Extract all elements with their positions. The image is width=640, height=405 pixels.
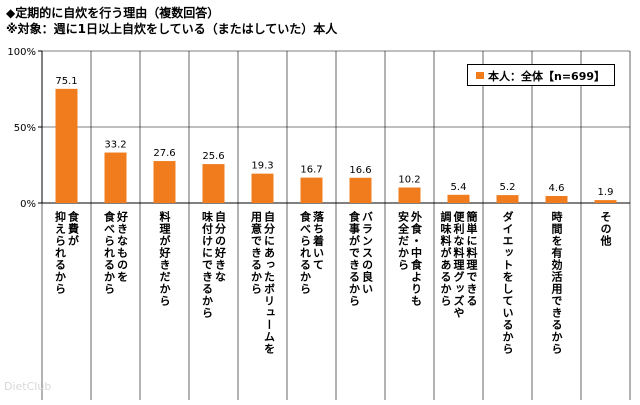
category-label: 抑えられるから bbox=[54, 210, 67, 295]
chart-title: ◆定期的に自炊を行う理由（複数回答） bbox=[6, 6, 220, 20]
category-label: 味付けにできるから bbox=[201, 210, 214, 319]
bar-value-label: 16.7 bbox=[300, 165, 322, 176]
bar bbox=[398, 187, 421, 203]
bar bbox=[594, 200, 617, 203]
category-label: 用意できるから bbox=[250, 211, 263, 295]
bar-value-label: 1.9 bbox=[598, 187, 614, 198]
category-label: 安全だから bbox=[397, 210, 411, 271]
category-label: 食べられるから bbox=[103, 210, 116, 295]
category-label: 料理が好きだから bbox=[158, 210, 172, 307]
bar-value-label: 5.2 bbox=[500, 182, 516, 193]
legend: 本人：全体【n=699】 bbox=[467, 64, 615, 86]
bar-value-label: 33.2 bbox=[104, 140, 126, 151]
bar bbox=[104, 152, 127, 203]
bar bbox=[202, 164, 225, 203]
category-label: 落ち着いて bbox=[312, 210, 326, 271]
watermark: DietClub bbox=[4, 380, 52, 393]
legend-label: 本人：全体【n=699】 bbox=[488, 70, 606, 83]
category-label: 食費が bbox=[67, 210, 81, 247]
bar bbox=[496, 195, 519, 203]
category-label: 時間を有効活用できるから bbox=[550, 210, 563, 355]
bar-value-label: 5.4 bbox=[451, 182, 467, 193]
bar bbox=[545, 196, 568, 203]
bar bbox=[300, 177, 323, 203]
y-tick-label: 100% bbox=[7, 47, 36, 58]
category-label: 外食・中食よりも bbox=[410, 210, 424, 307]
bar-value-label: 4.6 bbox=[549, 183, 565, 194]
bar-value-label: 16.6 bbox=[349, 165, 371, 176]
bar bbox=[55, 88, 78, 203]
bar bbox=[251, 173, 274, 203]
category-label: 好きなものを bbox=[116, 210, 130, 283]
category-label: 調味料があるから bbox=[439, 210, 452, 307]
bar-value-label: 25.6 bbox=[202, 151, 224, 162]
bar-value-label: 27.6 bbox=[153, 148, 175, 159]
y-tick-label: 50% bbox=[14, 123, 36, 134]
category-label: 自分にあったボリュームを bbox=[263, 210, 276, 355]
category-label: 便利な料理グッズや bbox=[452, 210, 465, 319]
legend-swatch bbox=[476, 72, 484, 79]
bar bbox=[153, 161, 176, 203]
chart-subtitle: ※対象：週に1日以上自炊をしている（またはしていた）本人 bbox=[6, 22, 338, 36]
category-label: ダイエットをしているから bbox=[501, 210, 514, 355]
bar bbox=[349, 177, 372, 203]
category-label: バランスの良い bbox=[361, 211, 374, 295]
y-tick-label: 0% bbox=[20, 199, 36, 210]
bar-value-label: 75.1 bbox=[55, 76, 77, 87]
category-label: 簡単に料理できる bbox=[465, 210, 478, 307]
bar-value-label: 10.2 bbox=[398, 174, 420, 185]
category-label: 食事ができるから bbox=[348, 210, 361, 307]
category-label: その他 bbox=[599, 211, 613, 247]
bar bbox=[447, 194, 470, 203]
category-label: 自分の好きな bbox=[214, 210, 228, 283]
bar-value-label: 19.3 bbox=[251, 161, 273, 172]
category-label: 食べられるから bbox=[299, 210, 312, 295]
